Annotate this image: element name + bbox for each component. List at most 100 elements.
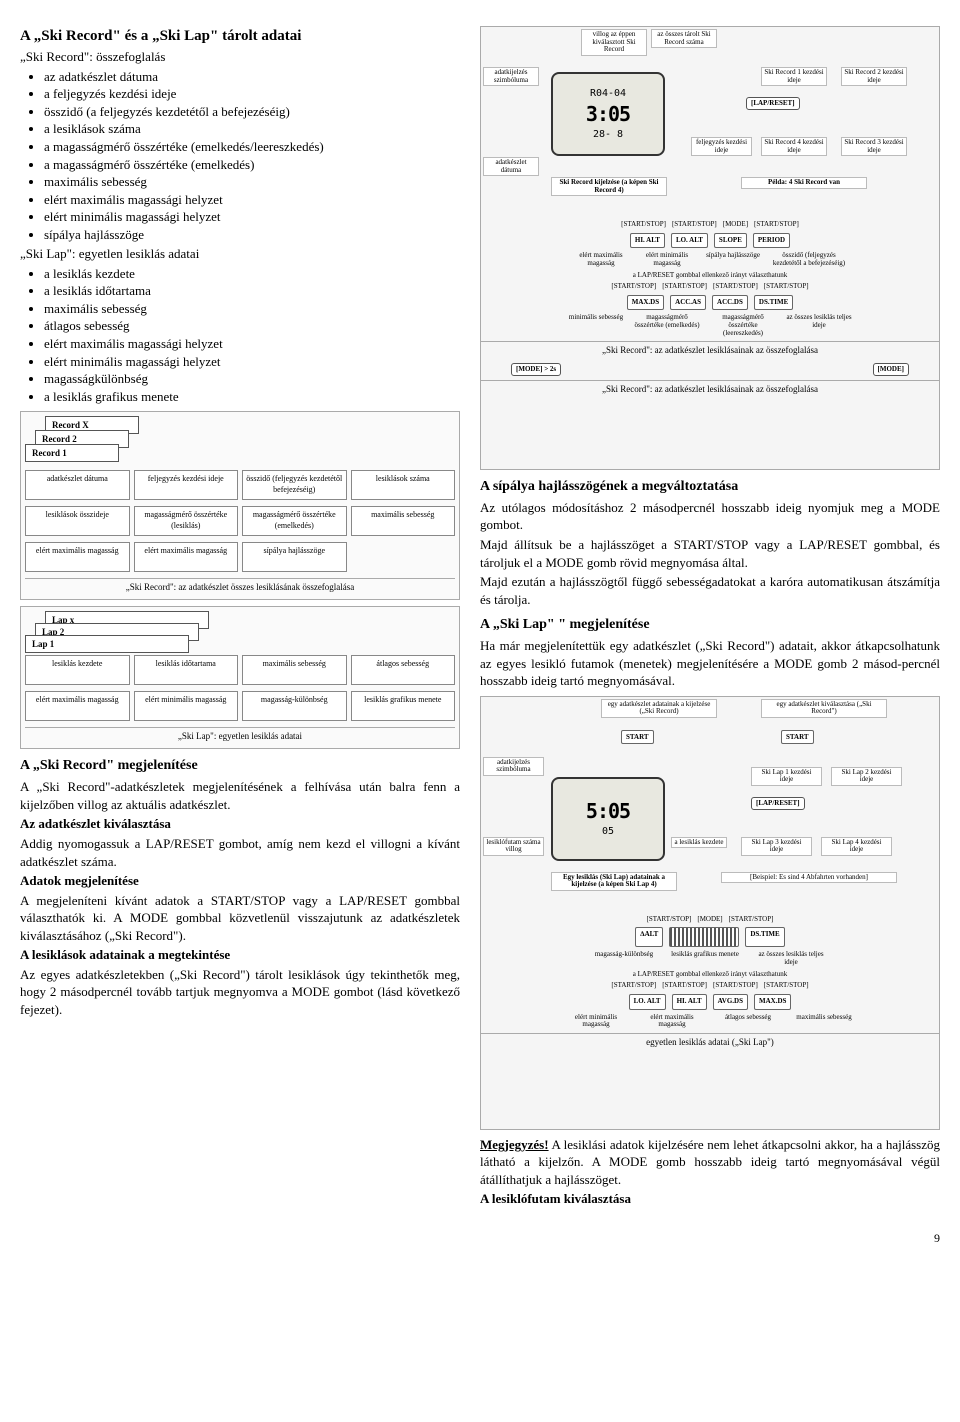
section-title: A „Ski Lap" " megjelenítése	[480, 616, 940, 635]
list-item: maximális sebesség	[44, 300, 460, 318]
flow-box: MAX.DS	[754, 994, 791, 1009]
caption: „Ski Record": az adatkészlet lesiklásain…	[481, 380, 939, 397]
paragraph: Az egyes adatkészletekben („Ski Record")…	[20, 966, 460, 1019]
label: maximális sebesség	[789, 1014, 859, 1029]
box: maximális sebesség	[242, 655, 347, 685]
subheading: A lesiklófutam kiválasztása	[480, 1190, 940, 1208]
flow-box: HI. ALT	[630, 233, 665, 248]
box: átlagos sebesség	[351, 655, 456, 685]
ss-label: [START/STOP]	[662, 283, 707, 291]
box: magasságmérő összértéke (lesiklás)	[134, 506, 239, 536]
ski-lap-flow-diagram: egy adatkészlet adatainak a kijelzése („…	[480, 696, 940, 1130]
flow-box: HI. ALT	[672, 994, 707, 1009]
label: Ski Record 3 kezdési ideje	[841, 137, 907, 156]
paragraph: A megjeleníteni kívánt adatok a START/ST…	[20, 892, 460, 945]
ss-label: [START/STOP]	[754, 221, 799, 229]
label: magasságmérő összértéke (emelkedés)	[632, 314, 702, 337]
beispiel-label: [Beispiel: Es sind 4 Abfahrten vorhanden…	[721, 872, 897, 884]
box: elért maximális magasság	[25, 691, 130, 721]
note: a LAP/RESET gombbal ellenkező irányt vál…	[481, 971, 939, 979]
list-item: az adatkészlet dátuma	[44, 68, 460, 86]
mode-label: [MODE]	[723, 221, 748, 229]
ss-label: [START/STOP]	[713, 283, 758, 291]
ss-label: [START/STOP]	[662, 982, 707, 990]
label: Ski Record 2 kezdési ideje	[841, 67, 907, 86]
label: elért maximális magasság	[571, 252, 631, 267]
list-item: magasságkülönbség	[44, 370, 460, 388]
label: feljegyzés kezdési ideje	[691, 137, 752, 156]
paragraph: A „Ski Record"-adatkészletek megjeleníté…	[20, 778, 460, 813]
label: villog az éppen kiválasztott Ski Record	[581, 29, 647, 56]
flow-box: PERIOD	[753, 233, 790, 248]
subheading: Az adatkészlet kiválasztása	[20, 815, 460, 833]
label: átlagos sebesség	[713, 1014, 783, 1029]
page-number: 9	[20, 1230, 940, 1246]
label: Ski Lap 4 kezdési ideje	[821, 837, 892, 856]
label: az összes lesiklás teljes ideje	[784, 314, 854, 337]
subheading: Adatok megjelenítése	[20, 872, 460, 890]
label: minimális sebesség	[566, 314, 626, 337]
box: lesiklás grafikus menete	[351, 691, 456, 721]
ski-lap-list: a lesiklás kezdete a lesiklás időtartama…	[44, 265, 460, 405]
label: Ski Lap 3 kezdési ideje	[741, 837, 812, 856]
start-box: START	[781, 730, 814, 744]
ski-record-list: az adatkészlet dátuma a feljegyzés kezdé…	[44, 68, 460, 243]
section-title: A „Ski Record" megjelenítése	[20, 757, 460, 776]
label: Ski Record 4 kezdési ideje	[761, 137, 827, 156]
label: Ski Lap 1 kezdési ideje	[751, 767, 822, 786]
ss-label: [START/STOP]	[764, 283, 809, 291]
list-item: a lesiklások száma	[44, 120, 460, 138]
list-item: a lesiklás kezdete	[44, 265, 460, 283]
flow-box: MAX.DS	[627, 295, 664, 310]
screen-caption: Egy lesiklás (Ski Lap) adatainak a kijel…	[551, 872, 677, 891]
label: magasságmérő összértéke (leereszkedés)	[708, 314, 778, 337]
example-label: Példa: 4 Ski Record van	[741, 177, 867, 189]
note: a LAP/RESET gombbal ellenkező irányt vál…	[481, 272, 939, 280]
label: magasság-különbség	[589, 951, 659, 966]
paragraph: Addig nyomogassuk a LAP/RESET gombot, am…	[20, 835, 460, 870]
list-item: átlagos sebesség	[44, 317, 460, 335]
subheading: A lesiklások adatainak a megtekintése	[20, 946, 460, 964]
box: lesiklások összideje	[25, 506, 130, 536]
mode-button-label: [MODE] > 2s	[511, 363, 561, 376]
card-lap-1: Lap 1	[25, 635, 189, 653]
box: magasságmérő összértéke (emelkedés)	[242, 506, 347, 536]
caption: egyetlen lesiklás adatai („Ski Lap")	[481, 1033, 939, 1050]
mode-label: [MODE]	[697, 916, 722, 924]
label: összidő (feljegyzés kezdetétől a befejez…	[769, 252, 849, 267]
label: az összes tárolt Ski Record száma	[651, 29, 717, 48]
flow-box: LO. ALT	[629, 994, 666, 1009]
start-box: START	[621, 730, 654, 744]
ss-label: [START/STOP]	[672, 221, 717, 229]
flow-box: ACC.DS	[712, 295, 748, 310]
flow-box: SLOPE	[714, 233, 747, 248]
flow-box: LO. ALT	[671, 233, 708, 248]
label: elért maximális magasság	[637, 1014, 707, 1029]
lcd-time: 3:05	[586, 101, 630, 128]
label: adatkijelzés szimbóluma	[483, 757, 544, 776]
paragraph: Ha már megjelenítettük egy adatkészlet (…	[480, 637, 940, 690]
list-item: sípálya hajlásszöge	[44, 226, 460, 244]
list-item: elért maximális magassági helyzet	[44, 335, 460, 353]
flow-box: AVG.DS	[713, 994, 748, 1009]
box: feljegyzés kezdési ideje	[134, 470, 239, 500]
note-paragraph: Megjegyzés! A lesiklási adatok kijelzésé…	[480, 1136, 940, 1189]
list-item: a magasságmérő összértéke (emelkedés/lee…	[44, 138, 460, 156]
label: sípálya hajlásszöge	[703, 252, 763, 267]
label: elért minimális magasság	[561, 1014, 631, 1029]
ss-label: [START/STOP]	[729, 916, 774, 924]
list-item: a feljegyzés kezdési ideje	[44, 85, 460, 103]
label: elért minimális magasság	[637, 252, 697, 267]
ski-record-subhead: „Ski Record": összefoglalás	[20, 48, 460, 66]
card-record-1: Record 1	[25, 444, 119, 462]
label: az összes lesiklás teljes ideje	[751, 951, 831, 966]
ss-label: [START/STOP]	[611, 982, 656, 990]
box: sípálya hajlásszöge	[242, 542, 347, 572]
box: elért minimális magasság	[134, 691, 239, 721]
label: Ski Lap 2 kezdési ideje	[831, 767, 902, 786]
page-title: A „Ski Record" és a „Ski Lap" tárolt ada…	[20, 26, 460, 46]
ss-label: [START/STOP]	[713, 982, 758, 990]
box: elért maximális magasság	[25, 542, 130, 572]
record-diagram: Record X Record 2 Record 1 adatkészlet d…	[20, 411, 460, 600]
label: adatkijelzés szimbóluma	[483, 67, 539, 86]
